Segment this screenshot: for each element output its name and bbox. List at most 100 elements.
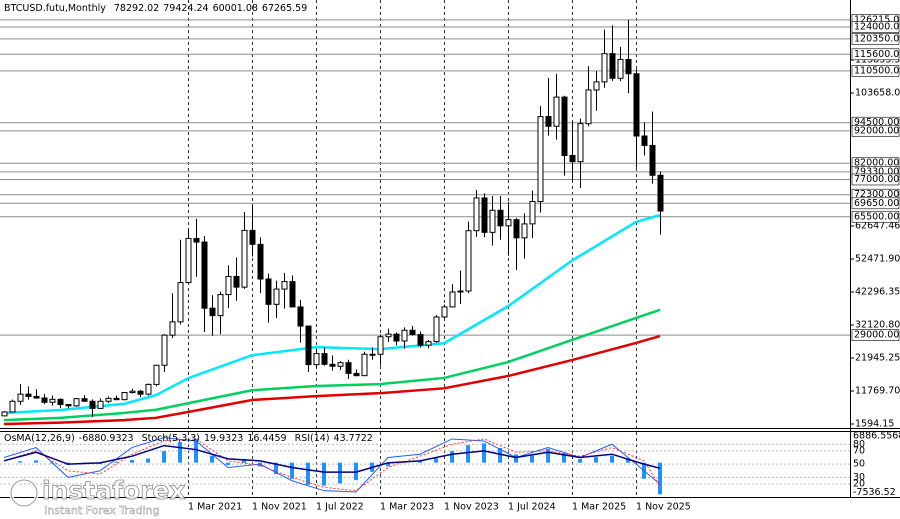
y-tick-label: 32120.80: [855, 320, 900, 331]
candle-body: [297, 306, 304, 327]
osma-bar: [210, 455, 214, 463]
candle-body: [457, 290, 464, 293]
candle-body: [361, 353, 368, 377]
rsi-line: [3, 444, 661, 473]
candle-body: [537, 116, 544, 203]
osma-bar: [546, 448, 550, 463]
stoch-signal-line: [3, 438, 661, 492]
candle-body: [449, 291, 456, 308]
level-label: 72300.00: [854, 189, 899, 200]
candle-body: [401, 329, 408, 342]
level-label-box: [851, 33, 900, 45]
candle-body: [305, 325, 312, 366]
osma-bar: [418, 461, 422, 463]
osma-bar: [498, 447, 502, 463]
y-tick-label: 42296.35: [855, 287, 900, 298]
candle-body: [497, 209, 504, 227]
osma-bar: [578, 458, 582, 463]
candle-body: [73, 398, 80, 407]
osma-bar: [306, 462, 310, 485]
level-label: 77000.00: [854, 174, 899, 185]
osma-bar: [514, 454, 518, 463]
osma-bar: [194, 438, 198, 463]
candle-body: [209, 307, 216, 317]
osma-bar: [226, 462, 230, 465]
candle-body: [657, 174, 664, 212]
candle-body: [57, 398, 64, 406]
osma-bar: [34, 460, 38, 463]
osma-bar: [450, 451, 454, 463]
candle-body: [33, 395, 40, 399]
osma-bar: [466, 445, 470, 463]
candle-body: [649, 144, 656, 176]
candle-body: [585, 89, 592, 125]
candle-body: [345, 362, 352, 374]
candle-body: [633, 73, 640, 137]
oscillator-tick-label: 50: [853, 459, 865, 470]
logo-icon: [10, 479, 38, 507]
watermark: instaforex Instant Forex Trading: [9, 476, 186, 517]
candle-body: [65, 404, 72, 407]
candle-body: [553, 96, 560, 127]
candle-body: [369, 353, 376, 356]
osma-name: OsMA(12,26,9): [4, 433, 75, 444]
candle-body: [393, 333, 400, 342]
y-tick-label: 52471.90: [855, 254, 900, 265]
candle-body: [281, 281, 288, 290]
axes: 1 Mar 2021 1 Nov 2021 1 Jul 2022 1 Mar 2023…: [188, 14, 900, 513]
candle-body: [81, 398, 88, 402]
candle-body: [25, 393, 32, 397]
candle-body: [121, 392, 128, 401]
osma-tick-label: 6886.5568: [853, 431, 900, 442]
candle-body: [625, 58, 632, 75]
x-tick-label: 1 Jul 2022: [316, 502, 364, 513]
candle-body: [473, 197, 480, 232]
stoch-value: 19.9323: [204, 433, 243, 444]
candle-body: [249, 229, 256, 245]
candle-body: [313, 353, 320, 366]
candle-body: [465, 230, 472, 292]
grid: [0, 0, 850, 497]
rsi-value: 43.7722: [334, 433, 373, 444]
level-label: 82000.00: [854, 158, 899, 169]
level-label: 79330.00: [854, 166, 899, 177]
oscillator-tick-label: 80: [853, 439, 865, 450]
level-label-box: [851, 48, 900, 61]
candle-body: [425, 341, 432, 346]
candle-body: [513, 219, 520, 239]
osma-bar: [338, 462, 342, 484]
moving-average: [3, 334, 661, 426]
candle-body: [321, 353, 328, 365]
x-tick-label: 1 Mar 2025: [572, 502, 626, 513]
osma-tick-label: -7536.52: [853, 487, 896, 498]
level-label-box: [851, 173, 900, 186]
candle-body: [329, 363, 336, 367]
osma-bar: [242, 458, 246, 463]
level-label: 65500.00: [854, 211, 899, 222]
candle-body: [105, 397, 112, 402]
level-label: 29000.00: [854, 330, 899, 341]
candle-body: [505, 219, 512, 227]
osma-bar: [482, 443, 486, 463]
level-label: 92000.00: [854, 125, 899, 136]
osma-bar: [178, 441, 182, 463]
candle-body: [185, 237, 192, 284]
level-label: 69650.00: [854, 198, 899, 209]
brand: instaforex: [42, 476, 186, 505]
marks: [1, 19, 664, 495]
chart-header: BTCUSD.futu,Monthly 78292.02 79424.24 60001…: [4, 3, 307, 14]
candle-body: [89, 400, 96, 409]
candle-body: [529, 201, 536, 225]
candle-body: [433, 316, 440, 343]
candle-body: [417, 333, 424, 346]
osma-bar: [594, 457, 598, 463]
moving-average: [3, 308, 661, 422]
candle-body: [441, 306, 448, 318]
tagline: Instant Forex Trading: [44, 504, 160, 517]
candle-body: [353, 372, 360, 377]
osma-bar: [386, 462, 390, 467]
candle-body: [641, 135, 648, 146]
candle-body: [569, 154, 576, 163]
osma-bar: [434, 458, 438, 463]
